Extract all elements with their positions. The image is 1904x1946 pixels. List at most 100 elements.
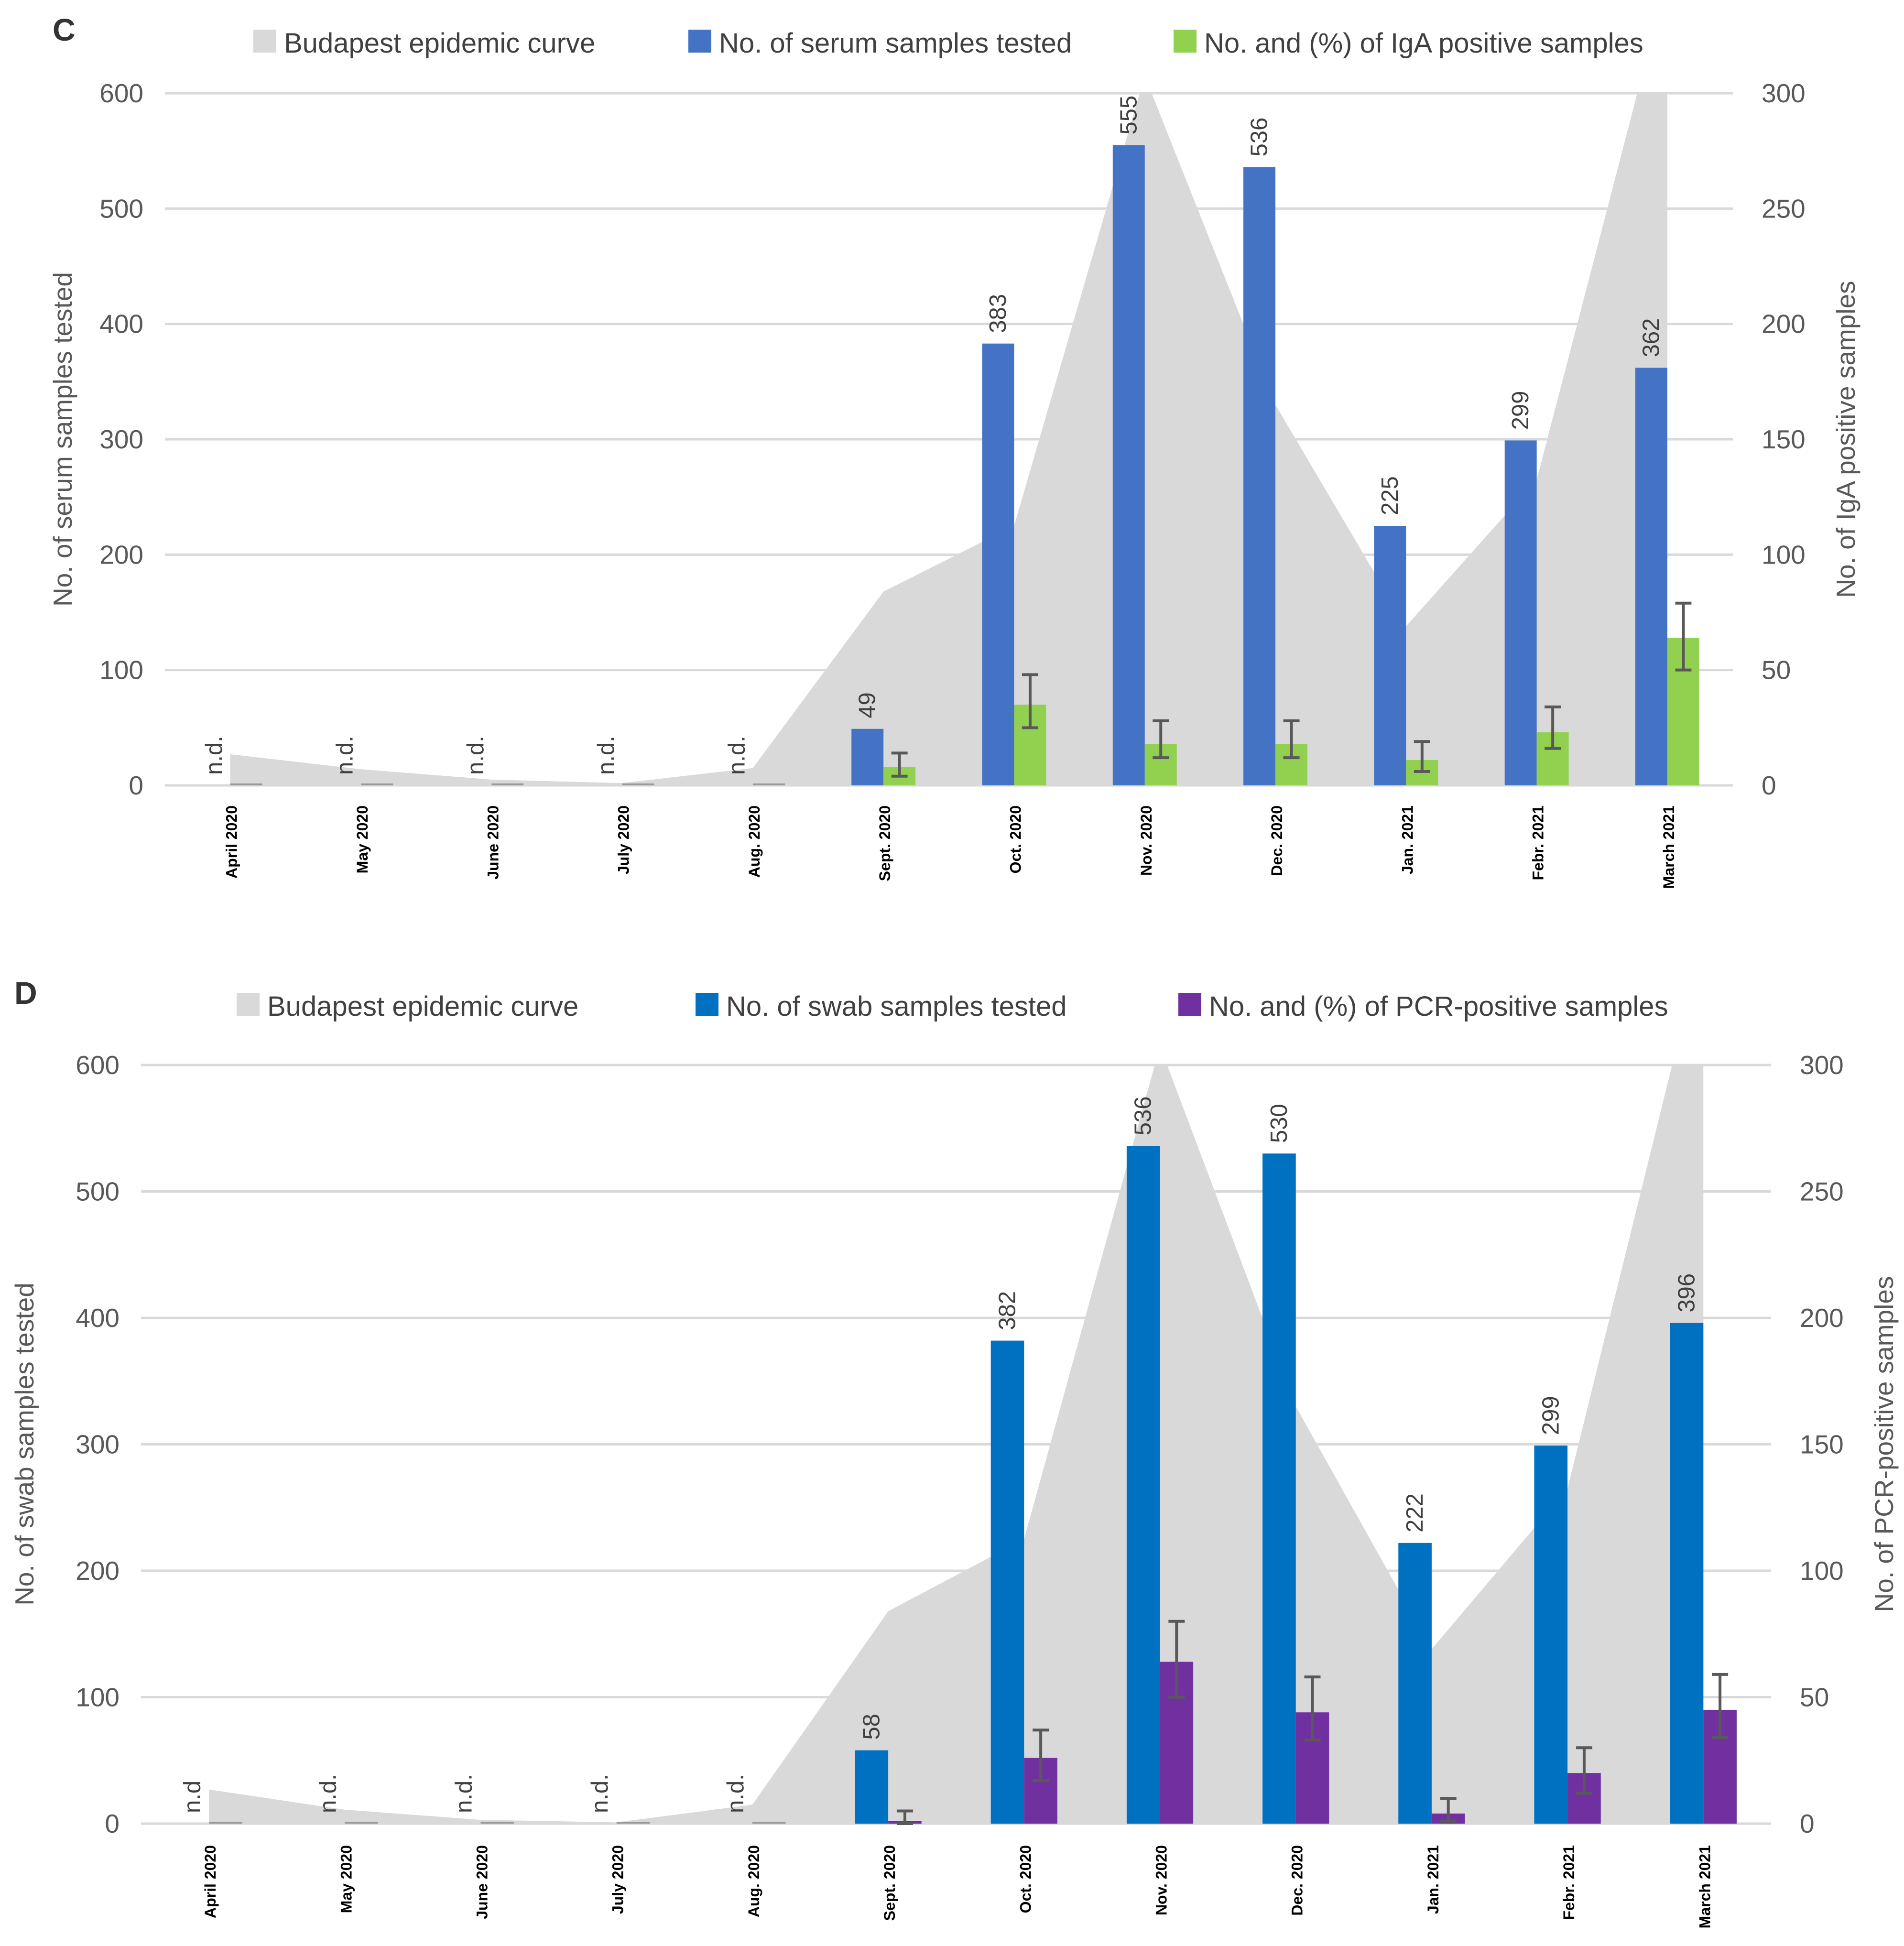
bar-data-label: n.d. xyxy=(463,736,489,775)
y2-axis-title: No. of IgA positive samples xyxy=(1831,281,1860,598)
chart-panel-c: C Budapest epidemic curve No. of serum sam… xyxy=(48,12,1860,889)
y-tick-label: 0 xyxy=(129,771,143,800)
y-axis-title: No. of serum samples tested xyxy=(48,272,77,607)
y2-tick-label: 0 xyxy=(1800,1809,1815,1838)
bar-data-label: n.d. xyxy=(201,736,227,775)
y2-tick-label: 0 xyxy=(1762,771,1776,800)
category-label: Aug. 2020 xyxy=(745,1845,762,1917)
category-label: July 2020 xyxy=(609,1845,627,1914)
y2-tick-label: 300 xyxy=(1762,78,1806,108)
category-label: Oct. 2020 xyxy=(1017,1845,1034,1913)
y-tick-label: 500 xyxy=(99,194,143,223)
bar-tested xyxy=(982,343,1014,785)
category-label: Nov. 2020 xyxy=(1138,805,1155,876)
y2-tick-label: 50 xyxy=(1762,655,1791,685)
category-label: June 2020 xyxy=(474,1845,491,1919)
chart-panel-d: D Budapest epidemic curve No. of swab samp… xyxy=(10,975,1899,1928)
y-tick-label: 300 xyxy=(99,424,143,454)
bar-tested xyxy=(851,728,884,785)
bar-data-label: 58 xyxy=(859,1714,884,1740)
bar-tested xyxy=(1112,145,1145,786)
legend-swatch xyxy=(1178,993,1201,1016)
bar-data-label: n.d. xyxy=(332,736,358,775)
category-label: Dec. 2020 xyxy=(1268,805,1285,876)
bar-tested xyxy=(1243,167,1276,785)
category-label: Febr. 2021 xyxy=(1560,1845,1578,1920)
category-label: Sept. 2020 xyxy=(881,1845,898,1921)
category-label: May 2020 xyxy=(337,1845,355,1913)
category-label: Nov. 2020 xyxy=(1153,1845,1170,1915)
bar-data-label: 362 xyxy=(1638,318,1664,358)
epidemic-curve-area xyxy=(230,93,1667,785)
category-label: March 2021 xyxy=(1660,805,1677,889)
bar-tested xyxy=(1126,1146,1160,1824)
y-tick-label: 100 xyxy=(99,655,143,685)
y2-tick-label: 250 xyxy=(1800,1177,1844,1207)
category-label: Dec. 2020 xyxy=(1289,1845,1306,1916)
legend-swatch xyxy=(688,30,711,53)
bar-tested xyxy=(1374,526,1406,785)
bar-data-label: 49 xyxy=(855,692,881,718)
epidemic-curve-area xyxy=(209,1065,1704,1824)
category-label: July 2020 xyxy=(615,805,632,874)
bar-data-label: n.d. xyxy=(451,1774,477,1813)
bar-data-label: n.d. xyxy=(587,1774,613,1813)
bar-data-label: n.d. xyxy=(724,736,750,775)
bar-data-label: n.d. xyxy=(315,1774,341,1813)
bar-tested xyxy=(1504,440,1537,785)
category-label: Jan. 2021 xyxy=(1425,1845,1442,1914)
y-tick-label: 400 xyxy=(76,1303,120,1333)
legend-label: No. and (%) of IgA positive samples xyxy=(1204,28,1643,59)
category-label: Jan. 2021 xyxy=(1399,805,1416,874)
y-tick-label: 100 xyxy=(76,1683,120,1712)
y2-tick-label: 50 xyxy=(1800,1683,1829,1712)
bar-tested xyxy=(990,1340,1024,1824)
bar-data-label: 530 xyxy=(1266,1104,1292,1143)
legend-swatch xyxy=(253,30,276,53)
bar-data-label: n.d xyxy=(179,1781,205,1813)
y-tick-label: 300 xyxy=(76,1430,120,1459)
y-tick-label: 500 xyxy=(76,1177,120,1207)
bar-data-label: n.d. xyxy=(593,736,619,775)
category-label: April 2020 xyxy=(202,1845,219,1918)
bar-tested xyxy=(1398,1543,1432,1824)
y-axis-title: No. of swab samples tested xyxy=(10,1283,39,1606)
legend-swatch xyxy=(237,993,260,1016)
bar-data-label: 299 xyxy=(1538,1396,1564,1435)
panel-letter: C xyxy=(53,12,76,47)
bar-data-label: 555 xyxy=(1116,96,1142,135)
category-label: May 2020 xyxy=(354,805,371,873)
bar-data-label: 383 xyxy=(985,294,1011,333)
y2-tick-label: 200 xyxy=(1800,1303,1844,1333)
y-tick-label: 200 xyxy=(76,1556,120,1586)
category-label: March 2021 xyxy=(1696,1845,1713,1928)
bar-tested xyxy=(1670,1323,1704,1824)
y-tick-label: 600 xyxy=(99,78,143,108)
bar-data-label: 382 xyxy=(994,1291,1020,1330)
y-tick-label: 600 xyxy=(76,1050,120,1080)
category-label: Febr. 2021 xyxy=(1530,805,1547,881)
bar-tested xyxy=(855,1750,889,1824)
y2-tick-label: 150 xyxy=(1800,1430,1844,1459)
legend-label: No. of serum samples tested xyxy=(719,28,1072,59)
y2-tick-label: 100 xyxy=(1762,540,1806,569)
y2-tick-label: 150 xyxy=(1762,424,1806,454)
bar-data-label: n.d. xyxy=(723,1774,749,1813)
legend-label: No. and (%) of PCR-positive samples xyxy=(1209,991,1668,1022)
category-label: Oct. 2020 xyxy=(1007,805,1024,873)
category-label: June 2020 xyxy=(484,805,501,880)
y2-tick-label: 300 xyxy=(1800,1050,1844,1080)
y-tick-label: 0 xyxy=(105,1809,120,1838)
bar-tested xyxy=(1262,1153,1296,1824)
bar-data-label: 299 xyxy=(1508,391,1534,430)
y-tick-label: 400 xyxy=(99,309,143,339)
y2-tick-label: 100 xyxy=(1800,1556,1844,1586)
legend-swatch xyxy=(696,993,718,1016)
category-label: Sept. 2020 xyxy=(876,805,893,881)
category-label: Aug. 2020 xyxy=(746,805,763,878)
panel-letter: D xyxy=(14,975,37,1011)
y-tick-label: 200 xyxy=(99,540,143,569)
y2-tick-label: 200 xyxy=(1762,309,1806,339)
legend-label: Budapest epidemic curve xyxy=(267,991,578,1022)
